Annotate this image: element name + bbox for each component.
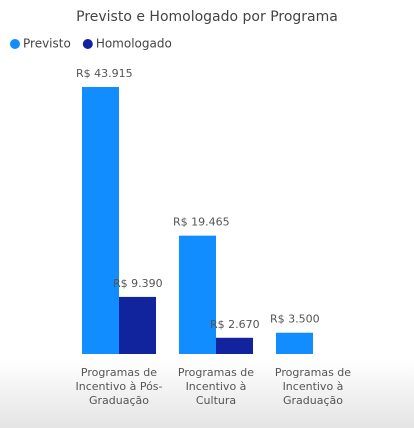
bar bbox=[82, 87, 119, 354]
legend-label: Homologado bbox=[96, 37, 172, 51]
bar bbox=[119, 296, 156, 354]
value-label: R$ 19.465 bbox=[173, 216, 230, 229]
value-label: R$ 2.670 bbox=[210, 318, 260, 331]
x-tick-label: Programas de Incentivo à Cultura bbox=[177, 366, 255, 407]
x-tick-label: Programas de Incentivo à Pós-Graduação bbox=[75, 366, 163, 407]
chart-title: Previsto e Homologado por Programa bbox=[76, 9, 338, 25]
bar bbox=[179, 235, 216, 354]
value-label: R$ 43.915 bbox=[76, 67, 133, 80]
value-label: R$ 3.500 bbox=[270, 313, 320, 326]
bar bbox=[276, 332, 313, 354]
value-label: R$ 9.390 bbox=[113, 277, 163, 290]
legend-marker bbox=[82, 39, 93, 49]
bar bbox=[216, 337, 253, 354]
legend-label: Previsto bbox=[23, 37, 71, 51]
legend-marker bbox=[10, 39, 20, 49]
x-tick-label: Programas de Incentivo à Graduação bbox=[274, 366, 352, 407]
